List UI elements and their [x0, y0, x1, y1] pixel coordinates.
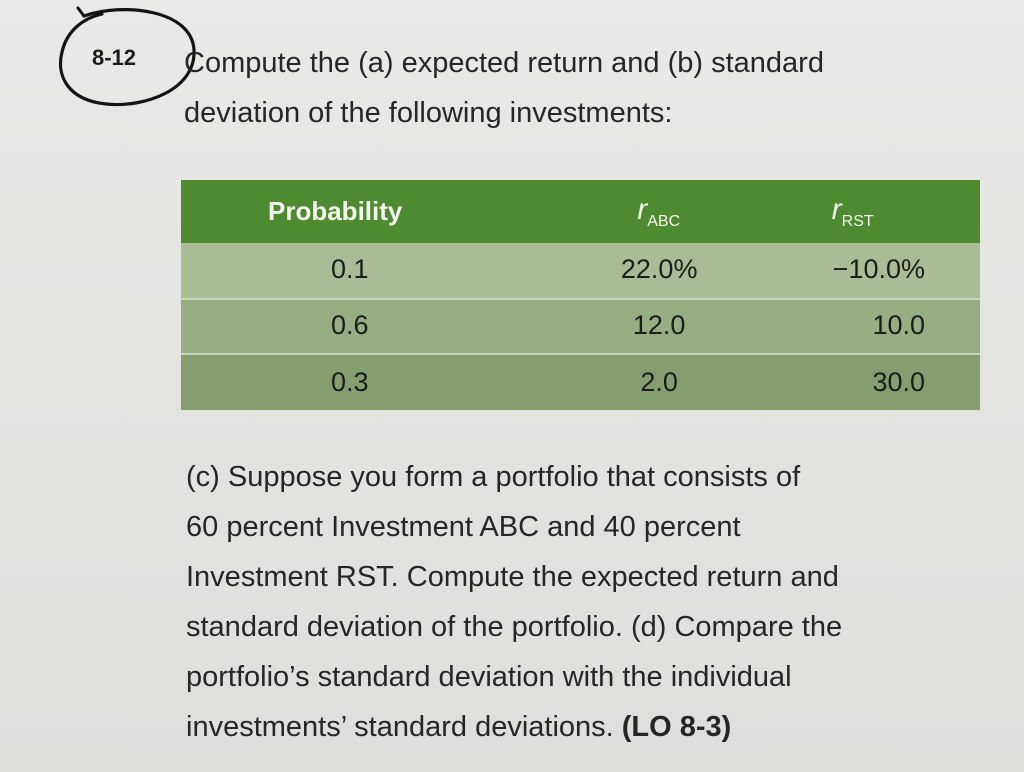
header-r-rst: rRST	[726, 180, 980, 243]
table-row: 0.3 2.0 30.0	[181, 353, 980, 410]
header-r-rst-main: r	[831, 192, 842, 226]
problem-intro: Compute the (a) expected return and (b) …	[184, 38, 984, 138]
cell-probability: 0.3	[181, 353, 592, 410]
cell-r-abc: 22.0%	[620, 254, 698, 285]
problem-number: 8-12	[92, 45, 137, 70]
table-row: 0.1 22.0% −10.0%	[181, 243, 980, 299]
intro-line: Compute the (a) expected return and (b) …	[184, 47, 824, 79]
cell-r-rst: 30.0	[726, 353, 980, 410]
header-probability: Probability	[268, 196, 403, 226]
body-last-line: investments’ standard deviations. (LO 8-…	[186, 702, 986, 752]
cell-probability: 0.1	[331, 254, 369, 285]
body-line: Investment RST. Compute the expected ret…	[186, 561, 839, 593]
body-last-line-text: investments’ standard deviations.	[186, 711, 622, 743]
body-line: 60 percent Investment ABC and 40 percent	[186, 511, 741, 543]
cell-r-abc: 12.0	[592, 297, 727, 355]
cell-r-abc: 2.0	[592, 353, 727, 410]
investments-table: Probability rABC rRST 0.1 22.0% −10.0% 0…	[181, 180, 980, 410]
cell-r-rst: 10.0	[726, 297, 980, 355]
learning-objective-reference: (LO 8-3)	[621, 711, 732, 743]
hand-drawn-circle-icon	[59, 6, 196, 107]
header-r-abc: rABC	[592, 180, 726, 243]
intro-line: deviation of the following investments:	[184, 97, 673, 129]
body-line: (c) Suppose you form a portfolio that co…	[186, 461, 801, 493]
header-r-abc-main: r	[637, 192, 648, 226]
body-line: standard deviation of the portfolio. (d)…	[186, 611, 843, 643]
header-r-rst-sub: RST	[841, 212, 874, 230]
body-line: portfolio’s standard deviation with the …	[186, 661, 792, 693]
problem-body: (c) Suppose you form a portfolio that co…	[186, 452, 986, 752]
table-header-row: Probability rABC rRST	[181, 180, 980, 243]
table-row: 0.6 12.0 10.0	[181, 297, 980, 355]
cell-r-rst: −10.0%	[832, 254, 925, 285]
header-r-abc-sub: ABC	[647, 212, 681, 230]
cell-probability: 0.6	[181, 297, 592, 355]
